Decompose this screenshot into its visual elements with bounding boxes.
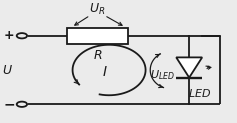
- Text: $U$: $U$: [2, 63, 13, 77]
- Text: −: −: [3, 97, 15, 111]
- Text: $LED$: $LED$: [188, 87, 211, 99]
- Text: $R$: $R$: [92, 49, 102, 62]
- Bar: [67, 28, 128, 44]
- Text: $U_R$: $U_R$: [89, 2, 105, 17]
- Text: $I$: $I$: [101, 65, 107, 79]
- Polygon shape: [176, 57, 202, 78]
- Text: +: +: [4, 29, 14, 42]
- Text: $U_{LED}$: $U_{LED}$: [150, 68, 175, 82]
